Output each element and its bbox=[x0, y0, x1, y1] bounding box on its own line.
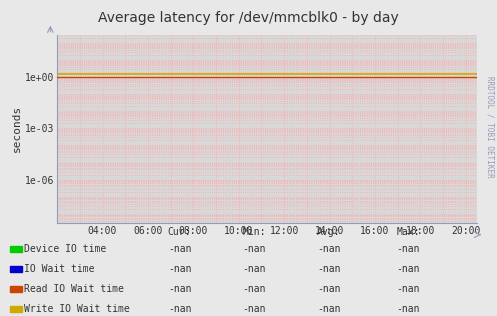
Text: -nan: -nan bbox=[243, 284, 266, 294]
Text: -nan: -nan bbox=[397, 264, 420, 274]
Text: -nan: -nan bbox=[397, 244, 420, 254]
Text: Read IO Wait time: Read IO Wait time bbox=[24, 284, 124, 294]
Text: Average latency for /dev/mmcblk0 - by day: Average latency for /dev/mmcblk0 - by da… bbox=[98, 11, 399, 25]
Text: Avg:: Avg: bbox=[317, 228, 340, 237]
Text: -nan: -nan bbox=[168, 284, 191, 294]
Text: -nan: -nan bbox=[168, 244, 191, 254]
Text: Min:: Min: bbox=[243, 228, 266, 237]
Text: -nan: -nan bbox=[243, 244, 266, 254]
Text: -nan: -nan bbox=[168, 264, 191, 274]
Y-axis label: seconds: seconds bbox=[12, 105, 22, 152]
Text: Max:: Max: bbox=[397, 228, 420, 237]
Text: -nan: -nan bbox=[168, 304, 191, 314]
Text: RRDTOOL / TOBI OETIKER: RRDTOOL / TOBI OETIKER bbox=[485, 76, 494, 177]
Text: -nan: -nan bbox=[397, 304, 420, 314]
Text: -nan: -nan bbox=[317, 264, 340, 274]
Text: Cur:: Cur: bbox=[168, 228, 191, 237]
Text: -nan: -nan bbox=[317, 304, 340, 314]
Text: Device IO time: Device IO time bbox=[24, 244, 106, 254]
Text: -nan: -nan bbox=[317, 244, 340, 254]
Text: Write IO Wait time: Write IO Wait time bbox=[24, 304, 130, 314]
Text: IO Wait time: IO Wait time bbox=[24, 264, 95, 274]
Text: -nan: -nan bbox=[397, 284, 420, 294]
Text: -nan: -nan bbox=[243, 264, 266, 274]
Text: -nan: -nan bbox=[243, 304, 266, 314]
Text: -nan: -nan bbox=[317, 284, 340, 294]
